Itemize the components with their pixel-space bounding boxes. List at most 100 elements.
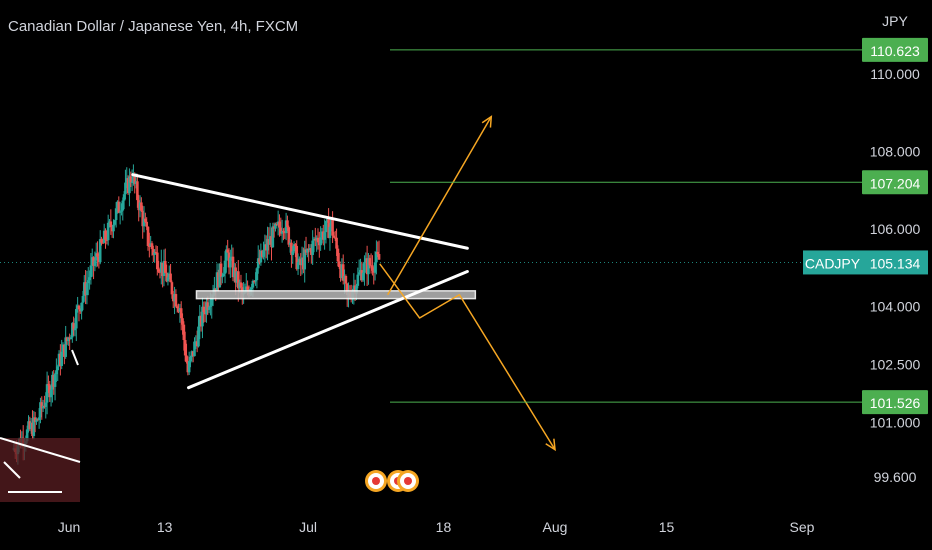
candle-body <box>331 219 334 236</box>
candle-body <box>126 178 130 194</box>
candle-body <box>48 385 52 398</box>
candle-body <box>170 282 174 295</box>
idea-badge-icon[interactable] <box>397 470 419 492</box>
candle-body <box>361 272 365 281</box>
candle-body <box>161 262 164 277</box>
candle-body <box>352 285 356 292</box>
candle-body <box>129 176 133 183</box>
candle-body <box>251 280 255 288</box>
candle-body <box>120 210 123 212</box>
support-trendline <box>187 270 469 390</box>
candle-body <box>108 221 111 223</box>
symbol-badge <box>803 250 862 275</box>
candle-body <box>73 328 77 331</box>
candle-body <box>304 249 308 253</box>
candle-body <box>272 226 276 229</box>
candle-body <box>356 274 360 286</box>
candle-body <box>138 202 142 211</box>
candle-body <box>112 224 115 232</box>
candle-body <box>141 210 144 227</box>
candle-body <box>256 258 260 269</box>
candle-body <box>128 176 131 194</box>
candle-body <box>329 219 333 227</box>
candle-body <box>267 239 271 245</box>
candle-body <box>60 351 63 367</box>
candle-body <box>266 239 269 251</box>
candle-body <box>109 221 113 228</box>
candle-body <box>357 272 361 275</box>
candle-body <box>302 257 305 270</box>
candle-body <box>199 315 203 327</box>
projection-down-arrow <box>379 263 556 451</box>
current-price-badge <box>862 250 928 275</box>
candle-body <box>162 260 166 277</box>
candle-body <box>275 223 279 225</box>
candle-body <box>130 181 134 183</box>
candle-body <box>84 282 87 296</box>
candle-body <box>333 237 337 239</box>
time-axis[interactable]: Jun 13 Jul 18 Aug 15 Sep <box>58 519 815 535</box>
candle-body <box>157 269 160 272</box>
candle-body <box>193 341 196 357</box>
candle-body <box>137 200 141 211</box>
candle-body <box>344 275 348 284</box>
candle-body <box>325 218 329 222</box>
candle-body <box>244 286 248 292</box>
candle-body <box>36 419 40 421</box>
candle-body <box>146 226 150 246</box>
candle-body <box>197 326 200 347</box>
candle-body <box>187 361 191 373</box>
candle-body <box>167 273 171 278</box>
candle-body <box>113 220 117 225</box>
candle-body <box>97 256 101 263</box>
candle-body <box>71 323 74 338</box>
candle-body <box>152 249 155 255</box>
candle-body <box>124 182 127 195</box>
idea-badges[interactable] <box>365 470 419 492</box>
candle-body <box>298 258 301 263</box>
candle-body <box>214 288 218 291</box>
candle-body <box>288 242 292 245</box>
candle-body <box>254 280 257 282</box>
candle-body <box>142 218 146 227</box>
candle-body <box>276 221 280 225</box>
candle-body <box>230 256 233 258</box>
candle-body <box>186 362 190 373</box>
candle-body <box>93 260 97 266</box>
candle-body <box>110 227 114 232</box>
idea-badge-icon[interactable] <box>365 470 387 492</box>
candle-body <box>323 232 326 240</box>
candle-body <box>117 201 121 213</box>
candle-body <box>328 226 332 238</box>
candle-body <box>165 272 168 282</box>
candle-body <box>308 248 312 251</box>
price-axis[interactable]: 110.000 108.000 106.000 104.000 102.500 101.0… <box>803 13 928 485</box>
candle-body <box>175 306 179 309</box>
candle-body <box>65 337 69 342</box>
candle-body <box>44 402 48 407</box>
candle-body <box>377 254 381 260</box>
candle-body <box>300 257 304 266</box>
candle-body <box>218 263 222 288</box>
candle-body <box>194 341 198 343</box>
candle-body <box>268 236 272 245</box>
level-label-bg <box>862 37 928 62</box>
candle-body <box>52 374 56 387</box>
candle-body <box>81 296 85 303</box>
candle-body <box>286 220 289 228</box>
candle-body <box>181 318 184 325</box>
pattern-trend-line <box>0 437 81 463</box>
candle-body <box>202 306 206 313</box>
symbol-badge-label: CADJPY <box>805 255 861 271</box>
candle-body <box>195 341 199 347</box>
candle-body <box>136 181 139 201</box>
candle-body <box>159 262 163 273</box>
candle-body <box>64 337 67 357</box>
candle-body <box>316 237 320 243</box>
candle-body <box>51 374 54 390</box>
candle-body <box>278 221 281 228</box>
candle-body <box>262 250 265 257</box>
candle-body <box>343 275 346 281</box>
candle-body <box>156 252 159 270</box>
